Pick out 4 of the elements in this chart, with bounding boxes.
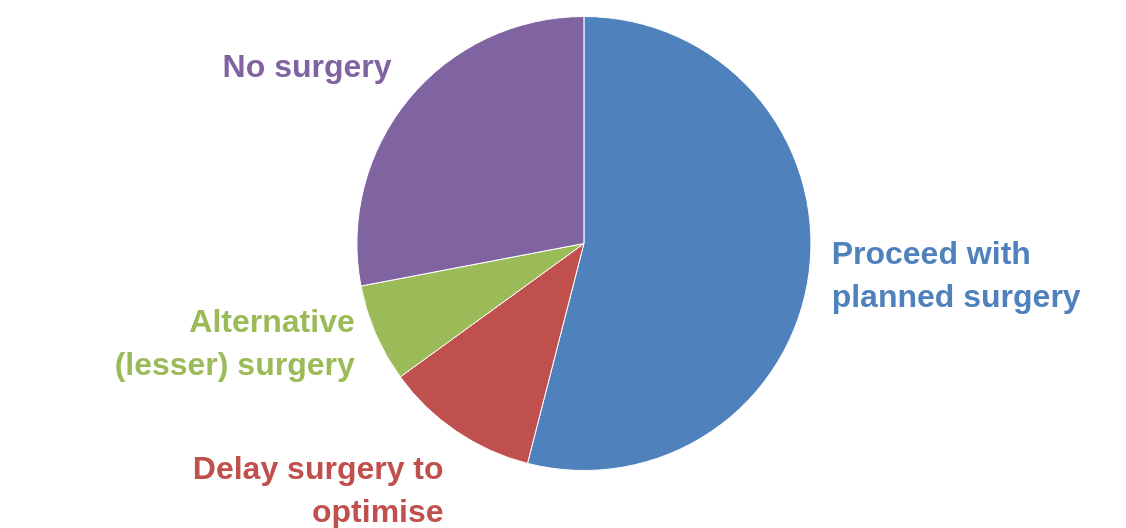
slice-label: Proceed with planned surgery — [831, 235, 1081, 315]
slice-label: Delay surgery to optimise — [192, 450, 444, 528]
slice-label: Alternative (lesser) surgery — [114, 303, 355, 383]
slice-label: No surgery — [222, 48, 392, 85]
